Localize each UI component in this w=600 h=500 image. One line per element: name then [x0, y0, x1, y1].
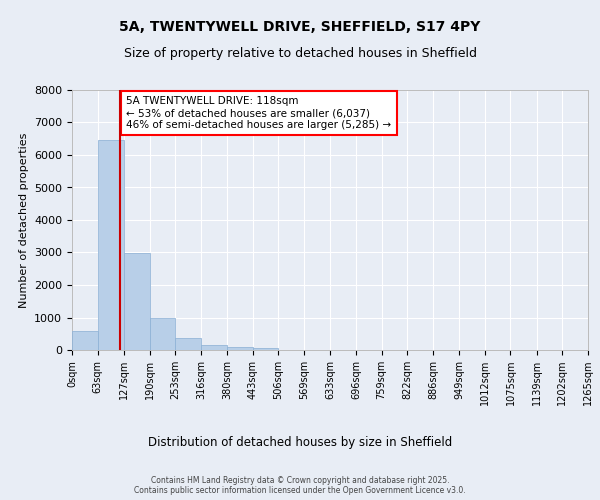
Text: 5A TWENTYWELL DRIVE: 118sqm
← 53% of detached houses are smaller (6,037)
46% of : 5A TWENTYWELL DRIVE: 118sqm ← 53% of det…	[126, 96, 391, 130]
Bar	[149, 318, 175, 350]
Bar	[253, 348, 278, 350]
Bar	[124, 253, 149, 350]
Y-axis label: Number of detached properties: Number of detached properties	[19, 132, 29, 308]
Text: 5A, TWENTYWELL DRIVE, SHEFFIELD, S17 4PY: 5A, TWENTYWELL DRIVE, SHEFFIELD, S17 4PY	[119, 20, 481, 34]
Text: Distribution of detached houses by size in Sheffield: Distribution of detached houses by size …	[148, 436, 452, 449]
Bar	[201, 344, 227, 350]
Bar	[98, 140, 124, 350]
Bar	[72, 330, 98, 350]
Bar	[175, 338, 201, 350]
Text: Size of property relative to detached houses in Sheffield: Size of property relative to detached ho…	[124, 48, 476, 60]
Bar	[227, 347, 253, 350]
Text: Contains HM Land Registry data © Crown copyright and database right 2025.
Contai: Contains HM Land Registry data © Crown c…	[134, 476, 466, 495]
